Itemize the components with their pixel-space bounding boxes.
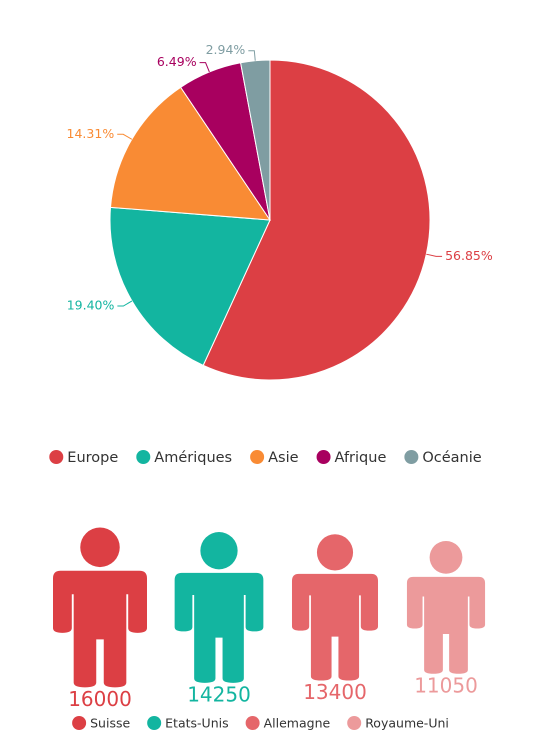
- value-label: 13400: [303, 680, 367, 704]
- legend-marker: [404, 450, 419, 464]
- person-icon: [174, 532, 264, 683]
- pie-slice: [240, 59, 271, 221]
- leader-line: [117, 133, 133, 140]
- leader-line: [426, 253, 443, 257]
- legend-label: Asie: [268, 450, 299, 466]
- pie-slice: [109, 206, 271, 367]
- leader-line: [248, 50, 256, 61]
- data-label: 56.85%: [445, 248, 493, 263]
- leader-line: [117, 300, 133, 307]
- person-icon: [53, 527, 147, 688]
- legend-label: Royaume-Uni: [365, 716, 449, 731]
- legend-marker: [250, 450, 265, 464]
- leader-line: [199, 62, 210, 73]
- value-label: 14250: [187, 682, 251, 706]
- data-label: 19.40%: [67, 298, 115, 313]
- legend-marker: [147, 716, 162, 730]
- legend-marker: [245, 716, 260, 730]
- legend-marker: [49, 450, 64, 464]
- person-icon: [406, 540, 486, 674]
- data-label: 6.49%: [157, 54, 197, 69]
- value-label: 16000: [68, 687, 132, 711]
- pie-slice: [202, 59, 431, 381]
- legend-label: Suisse: [90, 716, 130, 731]
- legend-marker: [136, 450, 151, 464]
- legend-label: Allemagne: [264, 716, 331, 731]
- value-label: 11050: [414, 673, 478, 697]
- legend-marker: [72, 716, 87, 730]
- legend-label: Océanie: [422, 450, 481, 466]
- person-icon: [291, 534, 379, 681]
- data-label: 2.94%: [206, 42, 246, 57]
- legend-label: Europe: [67, 450, 118, 466]
- legend-label: Amériques: [154, 450, 232, 466]
- legend-marker: [316, 450, 331, 464]
- data-label: 14.31%: [67, 126, 115, 141]
- legend-label: Afrique: [335, 450, 387, 466]
- legend-marker: [347, 716, 362, 730]
- legend-label: Etats-Unis: [165, 716, 228, 731]
